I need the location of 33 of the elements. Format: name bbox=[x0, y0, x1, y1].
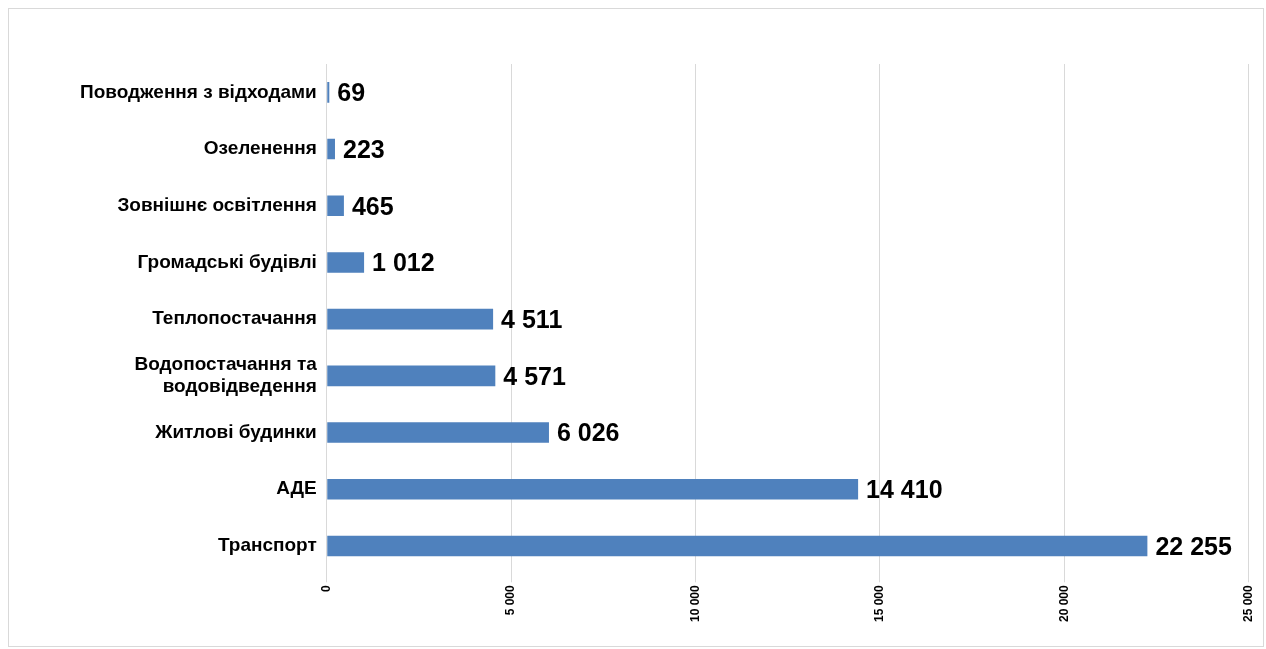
y-tick-label: Водопостачання та водовідведення bbox=[134, 352, 318, 397]
y-tick-label: Поводження з відходами bbox=[79, 80, 317, 102]
y-tick-label: Громадські будівлі bbox=[137, 250, 317, 272]
x-tick-label: 25 000 bbox=[1240, 584, 1255, 622]
y-tick-label: АДЕ bbox=[276, 477, 317, 499]
bar bbox=[327, 478, 859, 500]
bar bbox=[327, 365, 496, 387]
x-tick-label: 20 000 bbox=[1056, 584, 1071, 622]
data-label: 22 255 bbox=[1155, 531, 1232, 560]
data-label: 14 410 bbox=[866, 475, 943, 504]
data-label: 465 bbox=[351, 191, 394, 220]
bar bbox=[327, 252, 365, 273]
bar bbox=[327, 195, 344, 217]
y-tick-label: Транспорт bbox=[217, 534, 317, 556]
x-tick-label: 0 bbox=[319, 584, 334, 592]
bar bbox=[327, 308, 494, 330]
data-label: 223 bbox=[342, 134, 385, 163]
bar bbox=[327, 138, 335, 160]
bar bbox=[327, 422, 549, 443]
data-label: 4 511 bbox=[501, 305, 563, 334]
x-tick-label: 5 000 bbox=[503, 584, 518, 616]
data-label: 6 026 bbox=[556, 418, 620, 447]
bar bbox=[327, 82, 330, 103]
bar bbox=[327, 535, 1148, 557]
data-label: 69 bbox=[337, 78, 366, 107]
data-label: 4 571 bbox=[503, 361, 566, 390]
data-label: 1 012 bbox=[372, 248, 435, 277]
y-tick-label: Зовнішнє освітлення bbox=[117, 193, 317, 215]
x-tick-label: 10 000 bbox=[687, 584, 702, 622]
y-tick-label: Житлові будинки bbox=[154, 420, 317, 442]
x-tick-label: 15 000 bbox=[872, 584, 887, 622]
y-tick-label: Теплопостачання bbox=[152, 307, 317, 329]
y-tick-label: Озеленення bbox=[203, 137, 317, 159]
